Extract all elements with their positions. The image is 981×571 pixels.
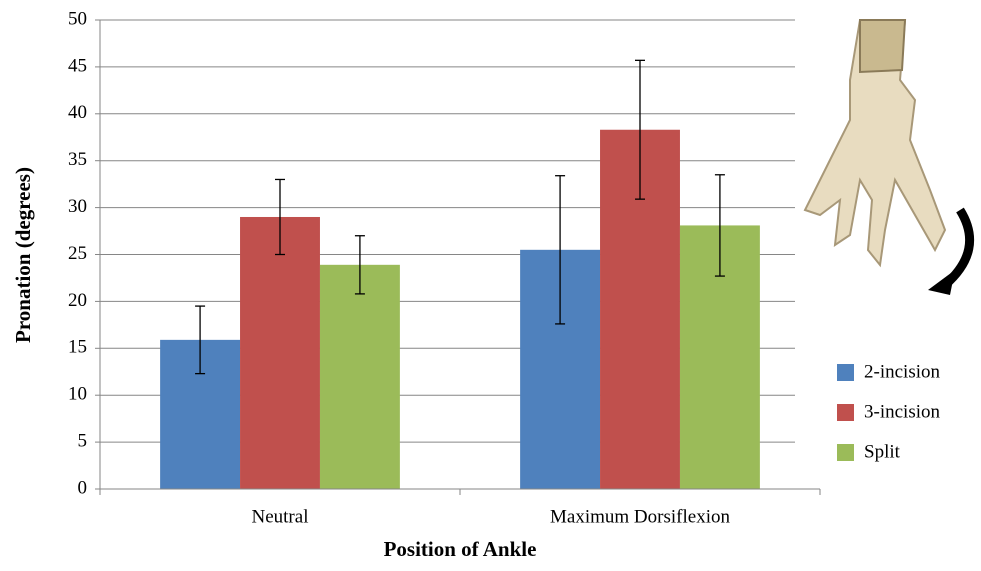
bar: [240, 217, 320, 489]
legend-swatch: [837, 404, 854, 421]
x-axis-title: Position of Ankle: [384, 537, 537, 561]
bars: [160, 60, 760, 489]
y-tick-label: 5: [78, 430, 88, 451]
y-tick-label: 15: [68, 337, 87, 358]
x-tick-label: Maximum Dorsiflexion: [550, 506, 730, 527]
y-tick-label: 45: [68, 55, 87, 76]
legend-swatch: [837, 364, 854, 381]
y-tick-label: 40: [68, 102, 87, 123]
y-tick-label: 30: [68, 196, 87, 217]
legend-swatch: [837, 444, 854, 461]
y-tick-label: 10: [68, 384, 87, 405]
legend-label: 2-incision: [864, 361, 940, 382]
x-tick-label: Neutral: [252, 506, 309, 527]
y-axis-title: Pronation (degrees): [11, 167, 35, 343]
y-tick-label: 35: [68, 149, 87, 170]
legend-label: 3-incision: [864, 401, 940, 422]
bar: [320, 265, 400, 489]
y-tick-label: 20: [68, 290, 87, 311]
legend-label: Split: [864, 441, 901, 462]
y-tick-label: 25: [68, 243, 87, 264]
chart: Pronation (degrees) Position of Ankle 0 5…: [0, 0, 981, 566]
y-tick-label: 50: [68, 8, 87, 29]
foot-illustration: [805, 20, 970, 295]
y-tick-label: 0: [78, 477, 88, 498]
